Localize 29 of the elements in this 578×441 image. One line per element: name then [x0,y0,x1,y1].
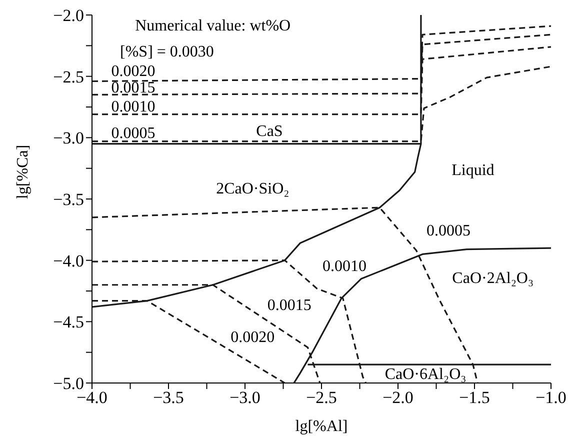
annotation: 2CaO·SiO₂ [216,180,290,198]
annotation: 0.0020 [230,329,275,346]
annotation: 0.0020 [111,62,156,80]
x-tick-label: −3.5 [153,388,184,408]
y-tick-label: −4.0 [53,251,84,270]
x-axis-title: lg[%Al] [295,418,348,435]
annotation: Numerical value: wt%O [135,17,291,34]
y-axis-title: lg[%Ca] [14,144,32,199]
annotation: CaS [256,122,283,140]
annotation: 0.0010 [322,258,366,275]
x-tick-label: −1.5 [459,388,490,408]
annotation: 0.0010 [111,98,156,116]
y-tick-label: −2.5 [53,67,84,86]
annotation: [%S] = 0.0030 [120,43,214,60]
x-tick-label: −2.5 [306,388,337,408]
annotation: 0.0015 [267,297,312,314]
y-tick-label: −3.0 [53,128,84,148]
annotation: CaO·2Al₂O₃ [452,270,534,288]
annotation: 0.0005 [111,124,156,142]
annotation: 0.0005 [426,222,470,240]
y-tick-label: −4.5 [53,312,84,332]
x-tick-label: −2.0 [382,388,414,408]
annotation: CaO·6Al₂O₃ [384,366,466,383]
annotation: Liquid [452,162,494,180]
y-tick-label: −3.5 [53,190,84,210]
x-tick-label: −1.0 [536,388,566,408]
y-tick-label: −2.0 [53,6,84,26]
x-tick-label: −3.0 [230,388,260,408]
annotation: 0.0015 [111,79,156,96]
